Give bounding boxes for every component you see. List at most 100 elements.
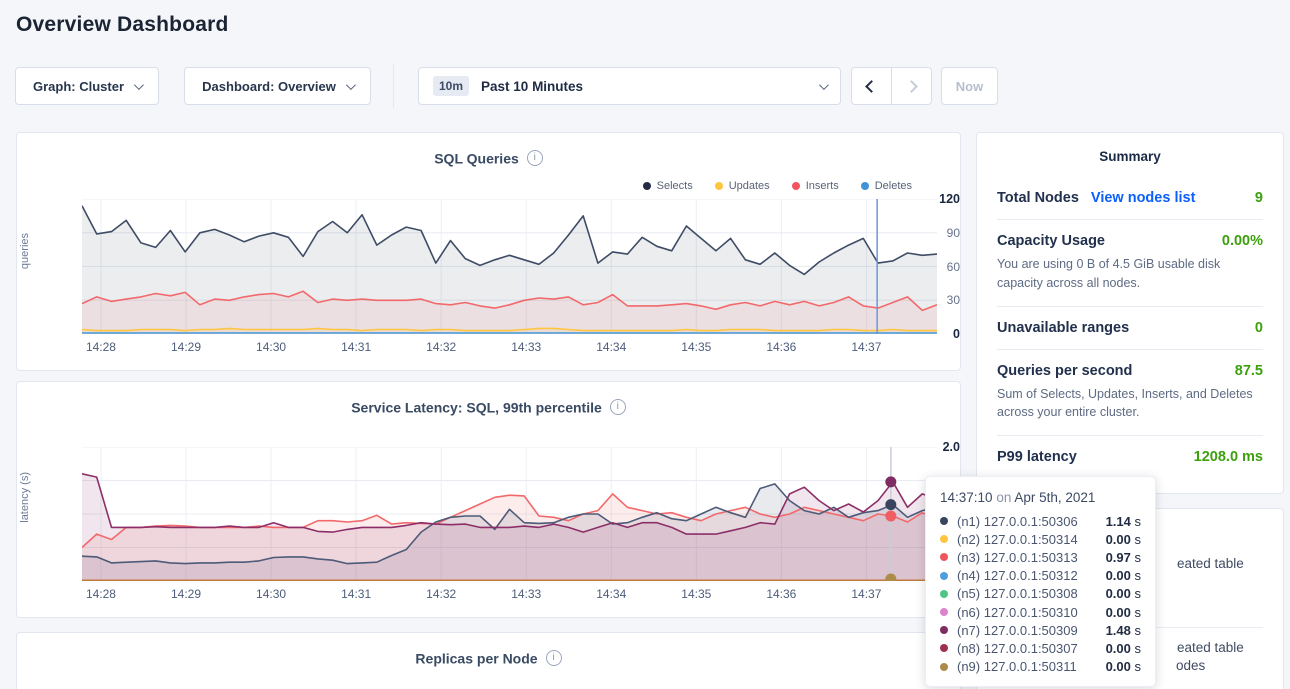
x-tick-label: 14:35 [681,340,712,354]
tooltip-row: (n4) 127.0.0.1:50312 0.00 s [940,567,1141,585]
summary-caption: Sum of Selects, Updates, Inserts, and De… [997,386,1253,420]
x-tick-label: 14:29 [171,340,202,354]
chevron-left-icon [865,79,878,93]
time-step-buttons [851,67,932,105]
now-button[interactable]: Now [941,67,998,105]
sql-queries-panel: SQL Queries i Selects Updates Inserts Delete… [16,132,961,371]
tooltip-node-label: (n2) 127.0.0.1:50314 [957,531,1078,547]
x-tick-label: 14:28 [85,587,116,601]
x-tick-label: 14:29 [171,587,202,601]
toolbar-divider [393,64,394,108]
info-icon[interactable]: i [609,399,626,416]
x-tick-label: 14:30 [256,587,287,601]
time-range-badge: 10m [433,76,470,96]
node-color-dot-icon [940,589,948,598]
dashboard-dropdown-label: Dashboard: Overview [202,78,336,94]
node-color-dot-icon [940,608,948,617]
dashboard-dropdown[interactable]: Dashboard: Overview [184,67,371,105]
x-tick-label: 14:32 [426,587,457,601]
legend-dot-icon [791,182,800,190]
tooltip-node-value: 0.00 s [1105,568,1141,584]
chevron-down-icon [818,79,829,90]
chevron-right-icon [905,79,918,93]
y-tick-label: 120 [939,192,960,206]
tooltip-node-label: (n6) 127.0.0.1:50310 [957,604,1078,620]
tooltip-row: (n7) 127.0.0.1:50309 1.48 s [940,621,1141,639]
tooltip-node-label: (n3) 127.0.0.1:50313 [957,549,1078,565]
time-range-label: Past 10 Minutes [481,78,584,94]
summary-row-total-nodes: Total Nodes View nodes list 9 [997,184,1263,219]
node-color-dot-icon [940,626,948,635]
service-latency-panel: Service Latency: SQL, 99th percentile i l… [16,381,961,618]
legend-item-deletes[interactable]: Deletes [860,180,912,192]
y-tick-label: 60 [946,259,960,274]
summary-value: 0 [1254,319,1263,336]
x-tick-label: 14:34 [596,340,627,354]
previous-time-button[interactable] [852,68,892,104]
y-axis-label: queries [19,233,31,270]
legend-label: Inserts [805,180,839,192]
info-icon[interactable]: i [545,650,562,667]
chevron-down-icon [133,79,144,90]
chart-title-text: Service Latency: SQL, 99th percentile [351,399,602,416]
legend-label: Deletes [874,180,912,192]
legend-label: Updates [728,180,770,192]
next-time-button[interactable] [892,68,931,104]
legend-item-selects[interactable]: Selects [642,180,693,192]
x-tick-label: 14:30 [256,340,287,354]
tooltip-node-value: 0.00 s [1105,604,1141,620]
replicas-per-node-panel: Replicas per Node i [16,632,961,689]
graph-dropdown[interactable]: Graph: Cluster [15,67,159,105]
summary-value: 9 [1254,190,1263,206]
x-tick-label: 14:33 [511,340,542,354]
node-color-dot-icon [940,662,948,671]
tooltip-timestamp: 14:37:10 on Apr 5th, 2021 [940,490,1096,505]
x-tick-label: 14:36 [766,587,797,601]
summary-row-p99-latency: P99 latency 1208.0 ms [997,435,1263,478]
tooltip-node-label: (n4) 127.0.0.1:50312 [957,568,1078,584]
chart-title-text: SQL Queries [434,150,519,167]
tooltip-node-value: 0.97 s [1105,549,1141,565]
tooltip-row: (n3) 127.0.0.1:50313 0.97 s [940,548,1141,566]
tooltip-row: (n2) 127.0.0.1:50314 0.00 s [940,530,1141,548]
x-tick-label: 14:37 [851,340,882,354]
x-tick-label: 14:34 [596,587,627,601]
event-text-fragment: odes [1176,658,1206,673]
sql-queries-chart[interactable] [82,199,937,334]
legend-dot-icon [714,182,723,190]
y-tick-label: 0 [953,327,960,341]
graph-dropdown-label: Graph: Cluster [32,78,124,94]
chart-title-text: Replicas per Node [415,650,538,667]
tooltip-node-value: 0.00 s [1105,531,1141,547]
summary-value: 1208.0 ms [1193,449,1263,465]
tooltip-row: (n5) 127.0.0.1:50308 0.00 s [940,585,1141,603]
summary-caption: You are using 0 B of 4.5 GiB usable disk… [997,257,1221,290]
tooltip-node-label: (n8) 127.0.0.1:50307 [957,640,1078,656]
event-text-fragment: eated table [1177,640,1244,655]
legend-item-inserts[interactable]: Inserts [791,180,839,192]
legend-label: Selects [656,180,693,192]
y-tick-label: 90 [946,225,960,240]
summary-label: P99 latency [997,449,1077,465]
node-color-dot-icon [940,517,948,526]
node-color-dot-icon [940,553,948,562]
x-tick-label: 14:37 [851,587,882,601]
time-range-selector[interactable]: 10m Past 10 Minutes [418,67,841,105]
chevron-down-icon [345,79,356,90]
legend-item-updates[interactable]: Updates [714,180,770,192]
y-tick-label: 30 [946,293,960,308]
info-icon[interactable]: i [526,150,543,167]
tooltip-node-label: (n9) 127.0.0.1:50311 [957,659,1077,675]
x-tick-label: 14:36 [766,340,797,354]
event-text-fragment: eated table [1177,556,1244,571]
view-nodes-list-link[interactable]: View nodes list [1090,190,1196,206]
summary-panel: Summary Total Nodes View nodes list 9 Ca… [976,132,1284,494]
node-color-dot-icon [940,571,948,580]
tooltip-node-label: (n7) 127.0.0.1:50309 [957,622,1078,638]
tooltip-node-value: 1.14 s [1105,513,1141,529]
chart-title: Service Latency: SQL, 99th percentile i [17,398,960,416]
x-tick-label: 14:32 [426,340,457,354]
service-latency-chart[interactable] [82,447,937,581]
tooltip-node-label: (n5) 127.0.0.1:50308 [957,586,1078,602]
